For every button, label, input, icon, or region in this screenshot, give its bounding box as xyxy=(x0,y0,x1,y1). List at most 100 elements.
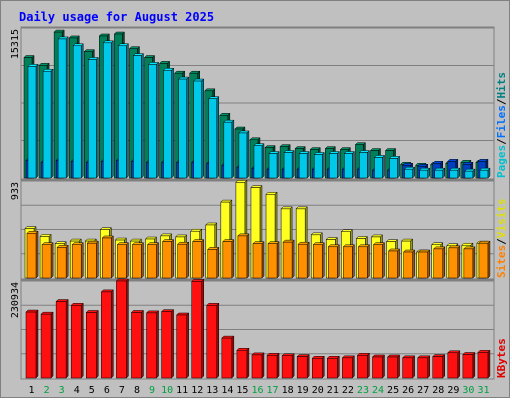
bar-pages xyxy=(313,154,323,179)
legend-item: / xyxy=(495,238,508,245)
bar-side-kbytes xyxy=(261,352,265,379)
bar-sites xyxy=(418,251,428,279)
day-label: 24 xyxy=(372,385,384,396)
bar-side-pages xyxy=(276,150,280,179)
bar-kbytes xyxy=(191,281,202,379)
bar-side-kbytes xyxy=(80,302,84,379)
bar-pages xyxy=(283,152,293,179)
bar-pages xyxy=(389,158,398,179)
day-label: 8 xyxy=(134,385,140,396)
bar-side-sites xyxy=(216,246,220,279)
bar-sites xyxy=(162,241,172,279)
bar-side-sites xyxy=(276,241,280,279)
bar-side-pages xyxy=(80,43,84,179)
legend-item: Visits xyxy=(495,199,508,239)
bar-pages xyxy=(42,70,52,179)
panel-visits: 933 Sites/Visits xyxy=(10,179,508,280)
bar-kbytes xyxy=(40,313,52,379)
bar-sites xyxy=(282,241,293,279)
bar-sites xyxy=(388,250,398,279)
bar-side-sites xyxy=(382,242,385,279)
bar-sites xyxy=(117,244,127,279)
bar-side-pages xyxy=(291,149,295,179)
bar-kbytes xyxy=(146,312,157,379)
bar-side-kbytes xyxy=(65,298,69,379)
bar-side-pages xyxy=(186,76,189,179)
max-label-hits: 15315 xyxy=(10,29,21,59)
day-label: 30 xyxy=(462,385,474,396)
legend-item: / xyxy=(495,98,508,105)
bar-sites xyxy=(448,247,459,279)
bar-side-kbytes xyxy=(276,352,280,379)
bar-kbytes xyxy=(101,291,112,379)
day-label: 11 xyxy=(176,385,188,396)
bar-side-kbytes xyxy=(186,312,189,379)
bar-sites xyxy=(463,248,474,279)
day-label: 1 xyxy=(29,385,35,396)
bar-side-kbytes xyxy=(442,353,445,379)
bar-side-pages xyxy=(65,36,69,179)
bar-pages xyxy=(479,169,489,179)
bar-kbytes xyxy=(161,311,172,379)
bar-kbytes xyxy=(25,311,37,379)
day-label: 16 xyxy=(251,385,263,396)
bar-side-pages xyxy=(141,52,144,179)
bar-kbytes xyxy=(372,356,383,379)
bar-side-kbytes xyxy=(126,278,129,379)
legend-item: Files xyxy=(495,105,508,138)
bar-side-pages xyxy=(201,78,204,179)
bar-side-pages xyxy=(231,119,235,179)
day-label: 29 xyxy=(447,385,459,396)
bar-kbytes xyxy=(417,357,428,379)
bar-side-pages xyxy=(442,167,445,179)
max-label-visits: 933 xyxy=(10,182,21,200)
day-label: 7 xyxy=(119,385,125,396)
bar-sites xyxy=(87,242,97,279)
bar-pages xyxy=(57,38,67,179)
bar-side-sites xyxy=(352,244,355,279)
bar-kbytes xyxy=(251,354,263,379)
bar-side-sites xyxy=(487,240,491,279)
bar-side-pages xyxy=(261,143,265,179)
bar-kbytes xyxy=(477,352,489,379)
bar-kbytes xyxy=(296,356,308,379)
bar-side-sites xyxy=(201,239,204,279)
bar-side-kbytes xyxy=(412,355,415,379)
bar-kbytes xyxy=(462,354,474,379)
day-label: 3 xyxy=(59,385,65,396)
bar-side-kbytes xyxy=(427,355,430,379)
bar-pages xyxy=(178,78,187,179)
bar-kbytes xyxy=(116,280,127,379)
bar-kbytes xyxy=(221,337,233,379)
bar-kbytes xyxy=(131,312,142,379)
bar-side-kbytes xyxy=(96,309,99,379)
day-label: 2 xyxy=(44,385,50,396)
bar-side-sites xyxy=(246,233,250,279)
panel-kbytes: 230934 KBytes xyxy=(10,278,508,380)
bar-sites xyxy=(41,244,52,279)
bar-sites xyxy=(328,246,338,279)
bar-sites xyxy=(312,244,323,279)
day-label: 15 xyxy=(236,385,248,396)
bar-sites xyxy=(147,244,157,279)
bar-side-kbytes xyxy=(171,309,174,379)
bar-kbytes xyxy=(311,358,323,379)
day-label: 4 xyxy=(74,385,80,396)
bar-sites xyxy=(358,246,368,279)
bar-side-sites xyxy=(321,242,325,279)
bar-pages xyxy=(419,169,428,179)
bar-kbytes xyxy=(266,355,278,379)
bar-side-sites xyxy=(141,242,144,279)
bar-pages xyxy=(103,42,112,179)
bar-side-sites xyxy=(457,245,461,279)
bar-side-sites xyxy=(65,244,69,279)
bar-side-sites xyxy=(35,230,39,279)
day-label: 21 xyxy=(327,385,339,396)
bar-sites xyxy=(192,241,202,279)
bar-side-pages xyxy=(412,166,415,179)
bar-pages xyxy=(464,170,474,179)
bar-sites xyxy=(26,233,37,279)
chart-title: Daily usage for August 2025 xyxy=(19,10,214,24)
bar-side-kbytes xyxy=(352,355,355,379)
